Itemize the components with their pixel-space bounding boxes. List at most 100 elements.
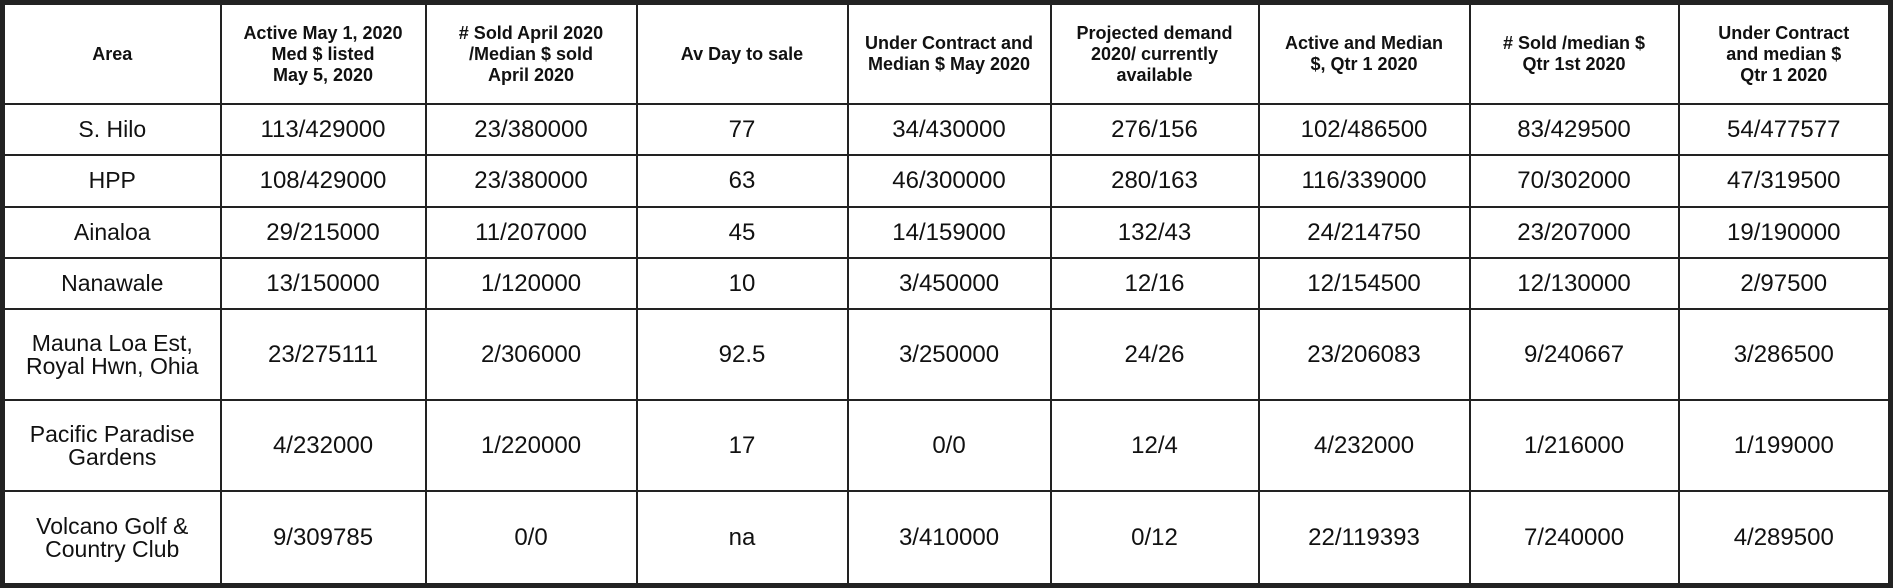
data-cell: 4/232000 bbox=[1257, 399, 1471, 493]
data-cell: 276/156 bbox=[1049, 102, 1260, 157]
cell-text: 4/232000 bbox=[272, 432, 374, 460]
table-body: S. Hilo 113/429000 23/380000 77 34/430000 276… bbox=[1, 102, 1892, 587]
table-row: Nanawale 13/150000 1/120000 10 3/450000 12/16… bbox=[1, 256, 1892, 311]
data-cell: 132/43 bbox=[1049, 205, 1260, 259]
cell-text: 14/159000 bbox=[892, 218, 1006, 246]
cell-text: na bbox=[728, 524, 756, 552]
area-cell: S. Hilo bbox=[1, 102, 222, 157]
data-cell: 1/216000 bbox=[1468, 399, 1680, 493]
cell-text: Under Contract bbox=[1718, 22, 1850, 43]
cell-text: 108/429000 bbox=[259, 167, 387, 195]
column-header: Av Day to sale bbox=[635, 1, 849, 105]
cell-text: Projected demand bbox=[1076, 22, 1233, 43]
cell-text: 3/450000 bbox=[898, 269, 1000, 297]
cell-text: 1/199000 bbox=[1733, 432, 1834, 460]
data-cell: 63 bbox=[635, 154, 849, 208]
cell-text: 3/250000 bbox=[898, 341, 1000, 369]
data-cell: 1/120000 bbox=[424, 256, 638, 311]
cell-text: available bbox=[1116, 64, 1193, 85]
data-cell: 3/250000 bbox=[846, 308, 1052, 402]
cell-text: Mauna Loa Est, bbox=[31, 329, 193, 356]
data-cell: 29/215000 bbox=[219, 205, 427, 259]
data-cell: 108/429000 bbox=[219, 154, 427, 208]
table-row: Volcano Golf & Country Club 9/309785 0/0 na 3… bbox=[1, 490, 1892, 587]
cell-text: Ainaloa bbox=[73, 218, 151, 245]
cell-text: 23/380000 bbox=[474, 167, 588, 195]
data-cell: 3/286500 bbox=[1677, 308, 1892, 402]
data-cell: 2/97500 bbox=[1677, 256, 1892, 311]
cell-text: Nanawale bbox=[61, 269, 164, 296]
cell-text: 23/275111 bbox=[268, 341, 378, 369]
cell-text: 1/216000 bbox=[1523, 432, 1625, 460]
data-cell: 1/220000 bbox=[424, 399, 638, 493]
cell-text: 23/207000 bbox=[1517, 218, 1631, 246]
column-header: Active May 1, 2020 Med $ listed May 5, 202… bbox=[219, 1, 427, 105]
table-row: Pacific Paradise Gardens 4/232000 1/220000 1… bbox=[1, 399, 1892, 493]
cell-text: 276/156 bbox=[1111, 116, 1198, 144]
cell-text: Volcano Golf & bbox=[36, 512, 189, 539]
cell-text: May 5, 2020 bbox=[272, 64, 374, 85]
cell-text: Av Day to sale bbox=[680, 43, 804, 64]
data-cell: 24/26 bbox=[1049, 308, 1260, 402]
data-cell: 23/206083 bbox=[1257, 308, 1471, 402]
cell-text: 45 bbox=[728, 218, 756, 246]
cell-text: 3/410000 bbox=[898, 524, 1000, 552]
cell-text: 63 bbox=[728, 167, 756, 195]
cell-text: S. Hilo bbox=[78, 116, 147, 143]
cell-text: 70/302000 bbox=[1517, 167, 1631, 195]
cell-text: Active May 1, 2020 bbox=[243, 22, 403, 43]
data-cell: 9/309785 bbox=[219, 490, 427, 587]
data-cell: 46/300000 bbox=[846, 154, 1052, 208]
cell-text: 24/214750 bbox=[1307, 218, 1421, 246]
data-cell: 45 bbox=[635, 205, 849, 259]
data-cell: 280/163 bbox=[1049, 154, 1260, 208]
cell-text: HPP bbox=[88, 167, 136, 194]
area-cell: Nanawale bbox=[1, 256, 222, 311]
header-row: Area Active May 1, 2020 Med $ listed May 5,… bbox=[1, 1, 1892, 105]
cell-text: 1/120000 bbox=[480, 269, 582, 297]
data-cell: 24/214750 bbox=[1257, 205, 1471, 259]
data-cell: 0/12 bbox=[1049, 490, 1260, 587]
data-cell: 12/130000 bbox=[1468, 256, 1680, 311]
cell-text: 1/220000 bbox=[480, 432, 582, 460]
cell-text: 77 bbox=[728, 116, 756, 144]
cell-text: Country Club bbox=[45, 535, 180, 562]
area-cell: Volcano Golf & Country Club bbox=[1, 490, 222, 587]
cell-text: Active and Median bbox=[1284, 33, 1444, 53]
cell-text: 23/380000 bbox=[474, 116, 588, 144]
cell-text: 12/130000 bbox=[1517, 269, 1631, 297]
cell-text: 7/240000 bbox=[1523, 524, 1625, 552]
table-row: S. Hilo 113/429000 23/380000 77 34/430000 276… bbox=[1, 102, 1892, 157]
cell-text: Area bbox=[92, 43, 133, 64]
cell-text: # Sold April 2020 bbox=[458, 22, 604, 43]
data-cell: 4/232000 bbox=[219, 399, 427, 493]
cell-text: # Sold /median $ bbox=[1502, 33, 1646, 53]
data-cell: 12/4 bbox=[1049, 399, 1260, 493]
cell-text: 12/4 bbox=[1131, 432, 1178, 460]
area-cell: Pacific Paradise Gardens bbox=[1, 399, 222, 493]
cell-text: 4/232000 bbox=[1313, 432, 1415, 460]
cell-text: 0/0 bbox=[514, 524, 548, 552]
table-row: Ainaloa 29/215000 11/207000 45 14/159000 132/… bbox=[1, 205, 1892, 259]
data-cell: 4/289500 bbox=[1677, 490, 1892, 587]
data-cell: 0/0 bbox=[846, 399, 1052, 493]
data-cell: 9/240667 bbox=[1468, 308, 1680, 402]
cell-text: 13/150000 bbox=[266, 269, 380, 297]
cell-text: /Median $ sold bbox=[468, 43, 594, 64]
column-header: Area bbox=[1, 1, 222, 105]
column-header: Under Contract and Median $ May 2020 bbox=[846, 1, 1052, 105]
data-cell: 23/207000 bbox=[1468, 205, 1680, 259]
cell-text: Median $ May 2020 bbox=[867, 54, 1031, 74]
cell-text: 9/309785 bbox=[272, 524, 374, 552]
cell-text: 2/306000 bbox=[480, 341, 582, 369]
cell-text: 92.5 bbox=[718, 341, 766, 369]
cell-text: 0/0 bbox=[932, 432, 966, 460]
cell-text: 102/486500 bbox=[1300, 116, 1428, 144]
data-cell: 11/207000 bbox=[424, 205, 638, 259]
table-row: HPP 108/429000 23/380000 63 46/300000 280/163… bbox=[1, 154, 1892, 208]
column-header: Under Contract and median $ Qtr 1 2020 bbox=[1677, 1, 1892, 105]
data-cell: 116/339000 bbox=[1257, 154, 1471, 208]
cell-text: 47/319500 bbox=[1727, 167, 1841, 195]
